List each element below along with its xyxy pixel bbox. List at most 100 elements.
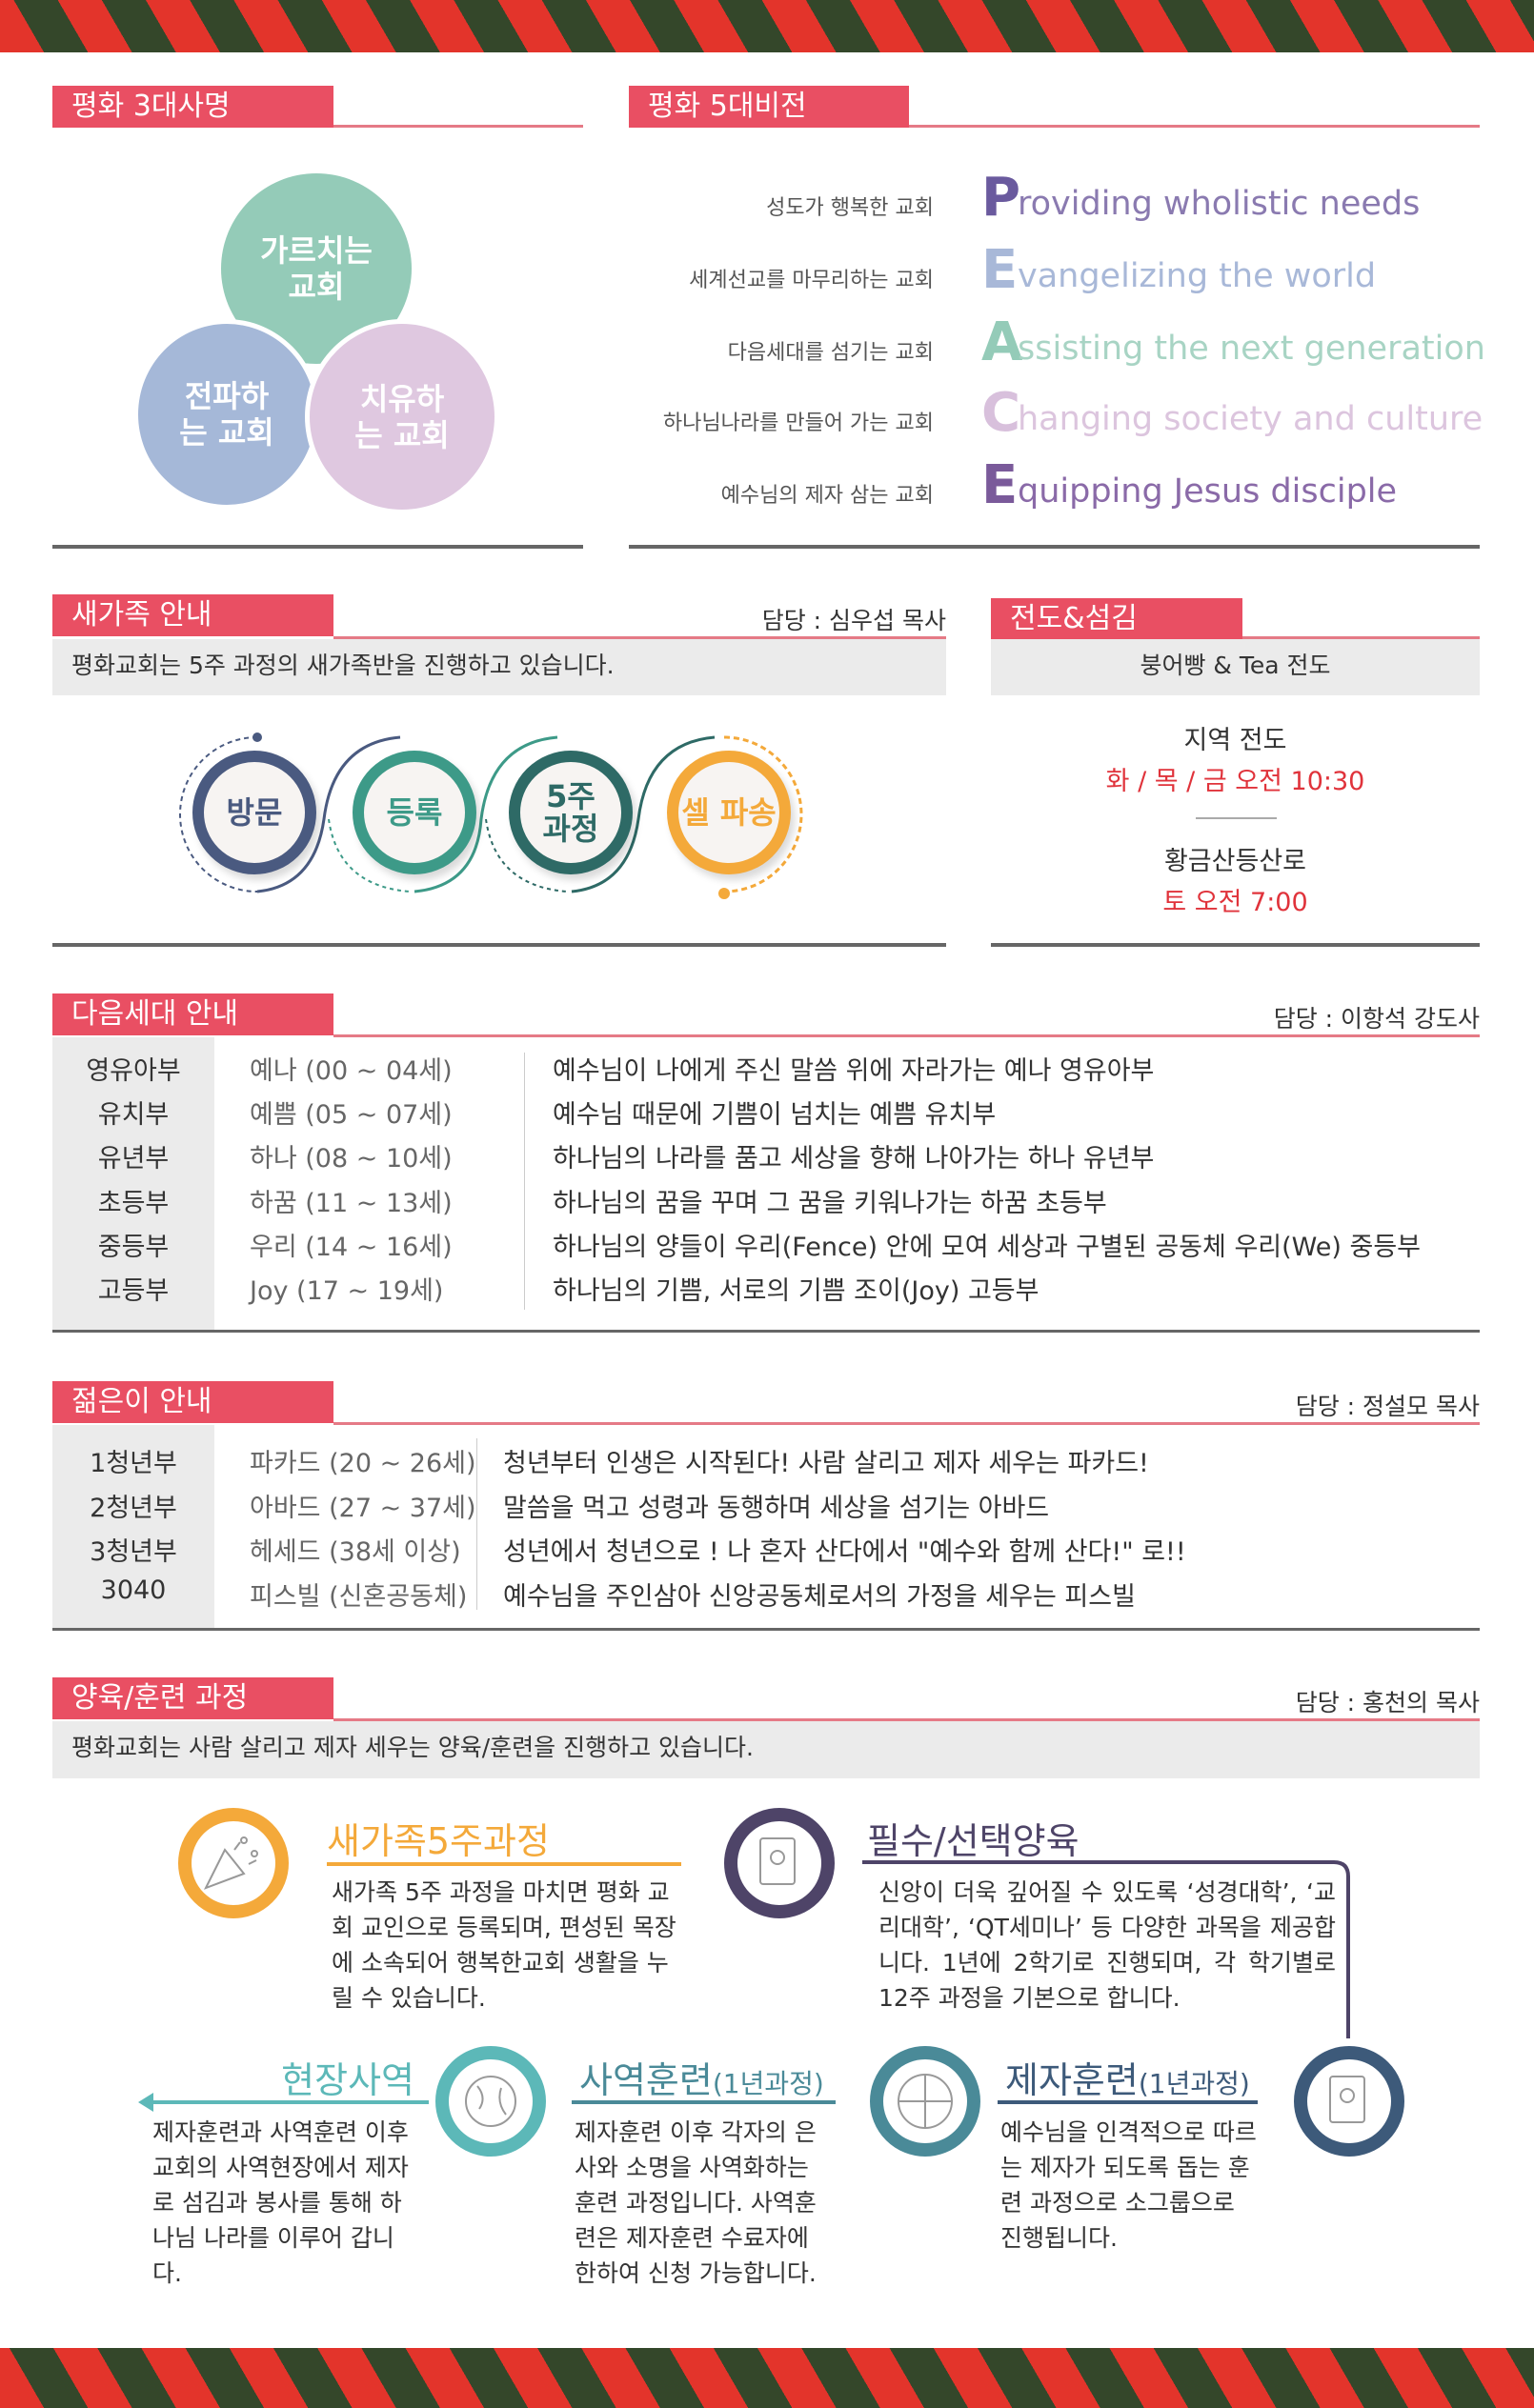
divider bbox=[333, 636, 946, 639]
vision-ko: 예수님의 제자 삼는 교회 bbox=[720, 484, 934, 508]
vision-letter: E bbox=[981, 454, 1019, 516]
dept-name: 중등부 bbox=[97, 1232, 170, 1262]
dept-desc: 성년에서 청년으로 ! 나 혼자 산다에서 "예수와 함께 산다!" 로!! bbox=[503, 1537, 1186, 1567]
divider bbox=[629, 545, 1480, 549]
divider bbox=[991, 943, 1480, 947]
training-title: 양육/훈련 과정 bbox=[52, 1677, 333, 1719]
vision-letter: P bbox=[981, 167, 1021, 229]
dept-name: 유치부 bbox=[97, 1100, 170, 1131]
dept-desc: 예수님이 나에게 주신 말씀 위에 자라가는 예나 영유아부 bbox=[553, 1056, 1155, 1086]
dept-name: 유년부 bbox=[97, 1144, 170, 1174]
vision-en: hanging society and culture bbox=[1018, 400, 1484, 438]
vision-title: 평화 5대비전 bbox=[629, 86, 909, 128]
mission-circle-healing: 치유하는 교회 bbox=[305, 319, 499, 514]
training-item-text: 제자훈련 이후 각자의 은사와 소명을 사역화하는 훈련 과정입니다. 사역훈련… bbox=[575, 2118, 817, 2287]
title-sub: (1년과정) bbox=[1138, 2068, 1250, 2099]
vision-letter: E bbox=[981, 239, 1019, 301]
evangelism-box: 붕어빵 & Tea 전도 bbox=[991, 639, 1480, 695]
dept-age: 예쁨 (05 ~ 07세) bbox=[250, 1100, 453, 1131]
dept-age: 아바드 (27 ~ 37세) bbox=[250, 1493, 476, 1523]
newfamily-description: 평화교회는 5주 과정의 새가족반을 진행하고 있습니다. bbox=[52, 639, 946, 695]
training-item-title: 제자훈련(1년과정) bbox=[1005, 2051, 1250, 2103]
globe-icon bbox=[435, 2046, 546, 2157]
vision-item: 세계선교를 마무리하는 교회 E vangelizing the world bbox=[629, 234, 1486, 301]
column-divider bbox=[524, 1053, 525, 1310]
divider bbox=[1196, 817, 1277, 819]
divider bbox=[333, 1034, 1480, 1037]
divider bbox=[333, 1422, 1480, 1425]
dept-age: 피스빌 (신혼공동체) bbox=[250, 1581, 468, 1612]
vision-ko: 성도가 행복한 교회 bbox=[766, 196, 934, 220]
connector-line bbox=[862, 1860, 1350, 2038]
training-item-text: 새가족 5주 과정을 마치면 평화 교회 교인으로 등록되며, 편성된 목장에 … bbox=[332, 1878, 676, 2012]
step-5week-course: 5주 과정 bbox=[509, 751, 633, 874]
top-stripe-banner bbox=[0, 0, 1534, 52]
bottom-stripe-banner bbox=[0, 2348, 1534, 2408]
newfamily-title: 새가족 안내 bbox=[52, 594, 333, 636]
globe-people-icon bbox=[870, 2046, 980, 2157]
dept-desc: 하나님의 양들이 우리(Fence) 안에 모여 세상과 구별된 공동체 우리(… bbox=[553, 1232, 1422, 1262]
dept-age: 헤세드 (38세 이상) bbox=[250, 1537, 461, 1567]
divider bbox=[572, 2100, 836, 2104]
dept-desc: 말씀을 먹고 성령과 동행하며 세상을 섬기는 아바드 bbox=[503, 1493, 1050, 1523]
divider bbox=[52, 943, 946, 947]
title-text: 제자훈련 bbox=[1005, 2059, 1139, 2101]
divider bbox=[909, 125, 1480, 128]
divider bbox=[52, 1330, 1480, 1333]
vision-item: 성도가 행복한 교회 P roviding wholistic needs bbox=[629, 162, 1486, 229]
youth-responsible: 담당 : 정설모 목사 bbox=[1295, 1393, 1480, 1420]
vision-en: vangelizing the world bbox=[1018, 257, 1377, 295]
divider bbox=[998, 2100, 1258, 2104]
trail-evangelism-label: 황금산등산로 bbox=[1163, 847, 1307, 876]
dept-age: 하꿈 (11 ~ 13세) bbox=[250, 1188, 453, 1218]
youth-title: 젊은이 안내 bbox=[52, 1381, 333, 1423]
dept-desc: 하나님의 꿈을 꾸며 그 꿈을 키워나가는 하꿈 초등부 bbox=[553, 1188, 1107, 1218]
training-description: 평화교회는 사람 살리고 제자 세우는 양육/훈련을 진행하고 있습니다. bbox=[52, 1721, 1480, 1778]
evangelism-title: 전도&섬김 bbox=[991, 598, 1242, 640]
dept-name: 영유아부 bbox=[86, 1056, 181, 1086]
cycle-arc bbox=[256, 735, 401, 893]
vision-letter: C bbox=[981, 382, 1021, 444]
dept-desc: 예수님 때문에 기쁨이 넘치는 예쁨 유치부 bbox=[553, 1100, 997, 1131]
dept-age: 하나 (08 ~ 10세) bbox=[250, 1144, 453, 1174]
training-responsible: 담당 : 홍천의 목사 bbox=[1295, 1689, 1480, 1716]
dept-desc: 청년부터 인생은 시작된다! 사람 살리고 제자 세우는 파카드! bbox=[503, 1449, 1149, 1478]
local-evangelism-time: 화 / 목 / 금 오전 10:30 bbox=[1105, 767, 1365, 796]
dept-name: 초등부 bbox=[97, 1188, 170, 1218]
vision-item: 다음세대를 섬기는 교회 A ssisting the next generat… bbox=[629, 307, 1486, 373]
step-visit: 방문 bbox=[192, 751, 316, 874]
vision-ko: 세계선교를 마무리하는 교회 bbox=[689, 269, 934, 292]
training-item-text: 제자훈련과 사역훈련 이후 교회의 사역현장에서 제자로 섬김과 봉사를 통해 … bbox=[152, 2118, 409, 2287]
dept-age: Joy (17 ~ 19세) bbox=[250, 1276, 444, 1306]
vision-letter: A bbox=[981, 311, 1023, 373]
dept-desc: 하나님의 기쁨, 서로의 기쁨 조이(Joy) 고등부 bbox=[553, 1276, 1039, 1306]
title-text: 사역훈련 bbox=[579, 2059, 713, 2101]
local-evangelism-label: 지역 전도 bbox=[1183, 726, 1287, 755]
divider bbox=[333, 1718, 1480, 1721]
divider bbox=[333, 125, 583, 128]
party-popper-icon bbox=[178, 1808, 289, 1918]
vision-en: roviding wholistic needs bbox=[1018, 185, 1421, 223]
dept-name: 1청년부 bbox=[90, 1449, 177, 1478]
dept-name: 3청년부 bbox=[90, 1537, 177, 1567]
dept-name: 2청년부 bbox=[90, 1493, 177, 1523]
dept-age: 예나 (00 ~ 04세) bbox=[250, 1056, 453, 1086]
step-register: 등록 bbox=[353, 751, 476, 874]
dept-column-bg bbox=[52, 1425, 214, 1628]
title-sub: (1년과정) bbox=[712, 2068, 824, 2099]
training-item-title: 현장사역 bbox=[281, 2059, 414, 2101]
dept-age: 파카드 (20 ~ 26세) bbox=[250, 1449, 476, 1478]
training-item-title: 새가족5주과정 bbox=[327, 1820, 550, 1862]
step-cell-dispatch: 셀 파송 bbox=[667, 751, 791, 874]
dept-desc: 하나님의 나라를 품고 세상을 향해 나아가는 하나 유년부 bbox=[553, 1144, 1155, 1174]
vision-item: 예수님의 제자 삼는 교회 E quipping Jesus disciple bbox=[629, 450, 1486, 516]
vision-ko: 하나님나라를 만들어 가는 교회 bbox=[662, 411, 934, 435]
training-item-title: 필수/선택양육 bbox=[867, 1820, 1080, 1862]
cycle-arc bbox=[179, 736, 258, 893]
training-item-text: 신앙이 더욱 깊어질 수 있도록 ‘성경대학’, ‘교리대학’, ‘QT세미나’… bbox=[878, 1878, 1336, 2012]
vision-ko: 다음세대를 섬기는 교회 bbox=[727, 341, 934, 365]
column-divider bbox=[476, 1438, 477, 1610]
book-icon bbox=[1294, 2046, 1404, 2157]
vision-item: 하나님나라를 만들어 가는 교회 C hanging society and c… bbox=[629, 377, 1486, 444]
newfamily-responsible: 담당 : 심우섭 목사 bbox=[761, 607, 946, 634]
